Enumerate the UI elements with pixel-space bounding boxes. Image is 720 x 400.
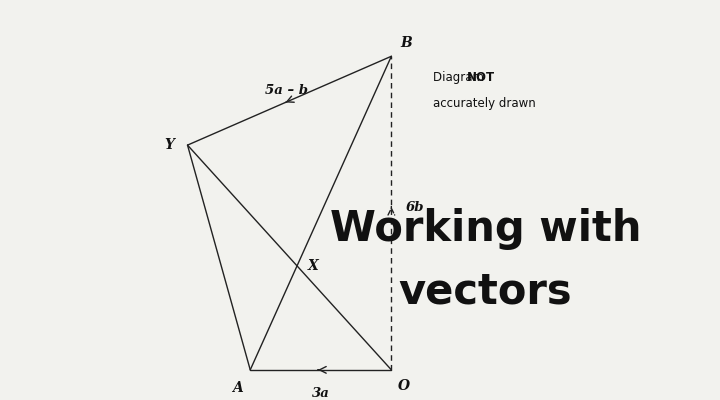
Text: Working with: Working with [330, 208, 642, 250]
Text: X: X [307, 259, 318, 273]
Text: A: A [232, 381, 243, 395]
Text: NOT: NOT [467, 71, 495, 84]
Text: O: O [398, 378, 410, 392]
Text: 3a: 3a [312, 387, 330, 400]
Text: B: B [400, 36, 412, 50]
Text: 5a – b: 5a – b [266, 84, 308, 97]
Text: Y: Y [164, 138, 174, 152]
Text: Diagram: Diagram [433, 71, 488, 84]
Text: accurately drawn: accurately drawn [433, 97, 536, 110]
Text: vectors: vectors [399, 270, 572, 312]
Text: 6b: 6b [405, 201, 424, 214]
